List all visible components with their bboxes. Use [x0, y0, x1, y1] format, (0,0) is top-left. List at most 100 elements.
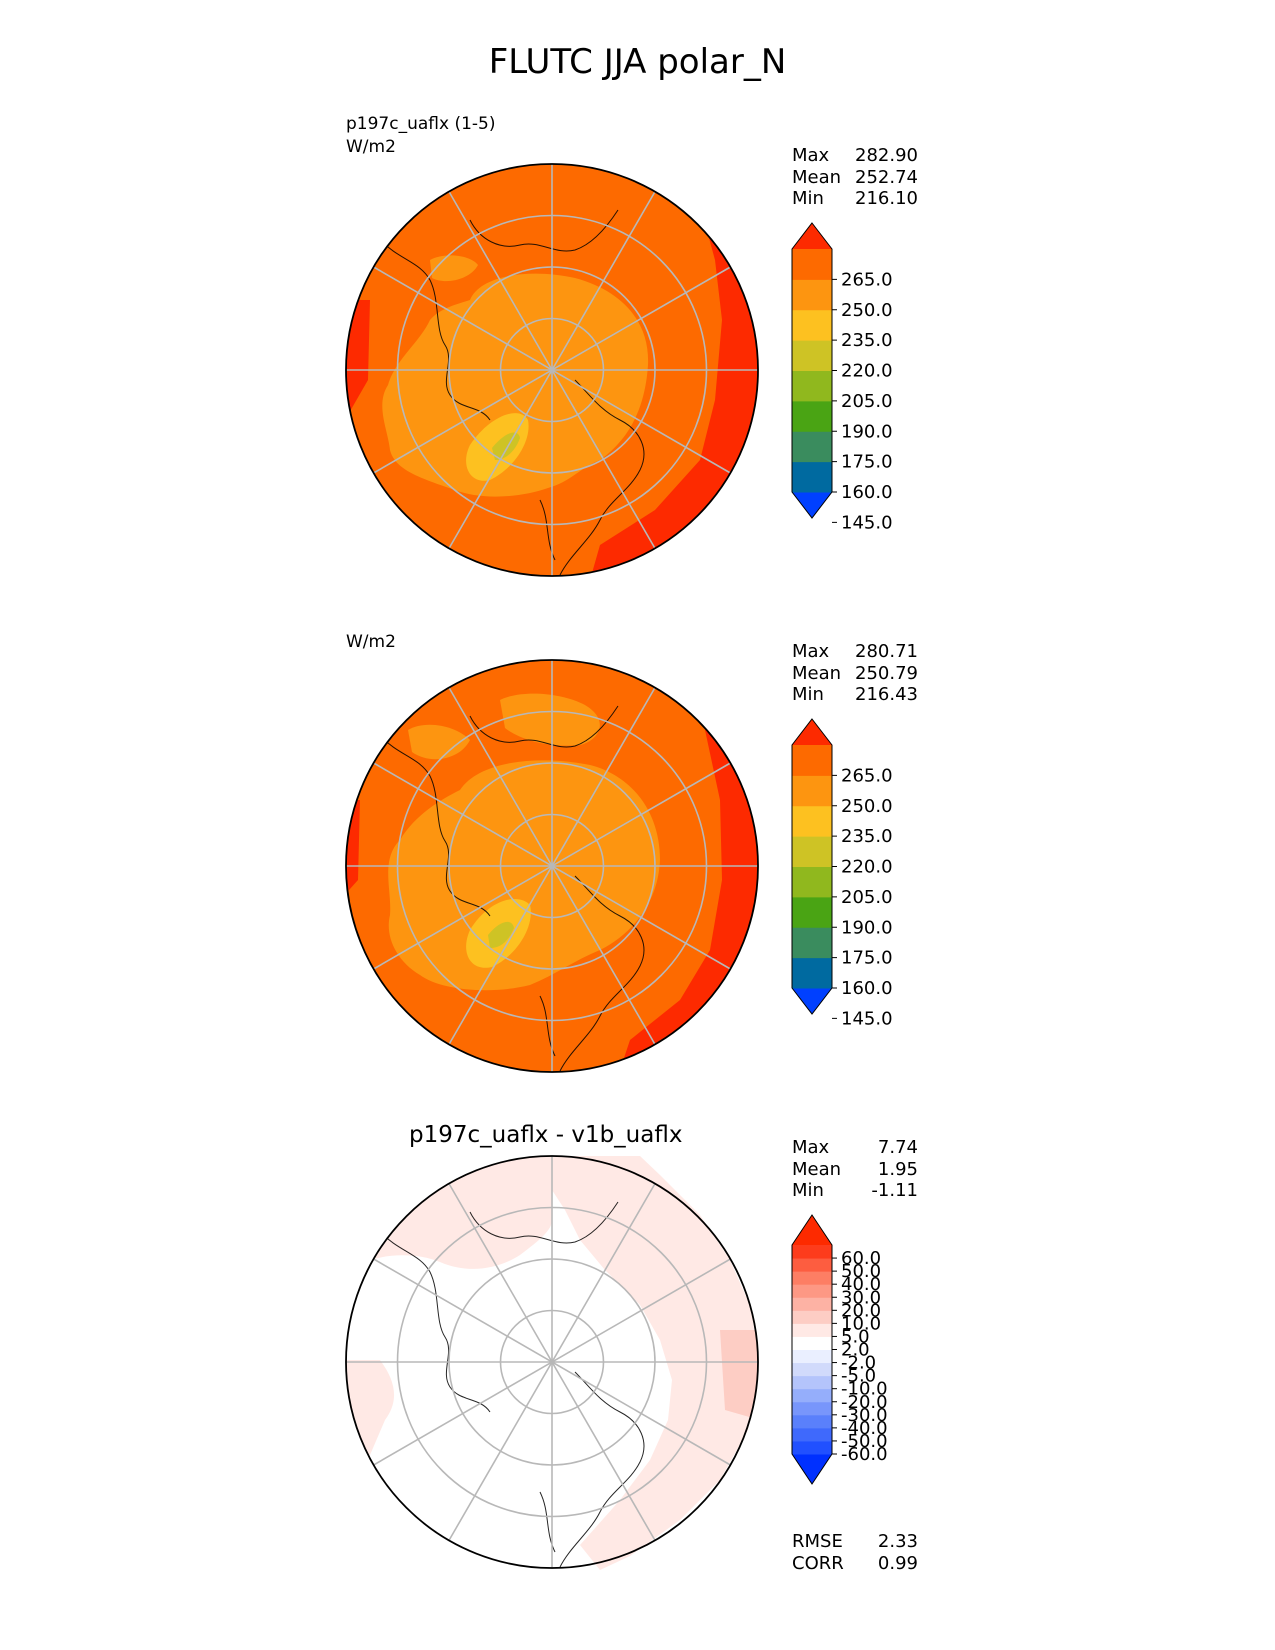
stat-value: 250.79: [855, 662, 918, 684]
panel-2-stats: Max 280.71 Mean 250.79 Min 216.43: [792, 641, 918, 706]
colorbar-tick-label: -5.0: [841, 1366, 876, 1387]
graticule: [346, 1156, 758, 1568]
metric-label: CORR: [792, 1552, 844, 1574]
colorbar-segment: [792, 249, 832, 280]
colorbar-tick-label: 190.0: [841, 917, 893, 938]
colorbar-tick-label: 265.0: [841, 765, 893, 786]
panel-1-label: p197c_uaflx (1-5): [346, 114, 496, 134]
colorbar-tick-label: -20.0: [841, 1392, 888, 1413]
colorbar-segment: [792, 1310, 832, 1324]
stat-label: Min: [792, 684, 824, 705]
field-mid-arctic: [382, 273, 649, 497]
colorbar-tick-label: 220.0: [841, 857, 893, 878]
meridian-line: [373, 266, 731, 474]
colorbar-tick-label: 20.0: [841, 1300, 881, 1321]
colorbar-segment: [792, 957, 832, 989]
colorbar-tick-label: 10.0: [841, 1313, 881, 1334]
colorbar-tick-label: 250.0: [841, 300, 893, 321]
graticule: [346, 660, 758, 1072]
stat-value: 216.43: [855, 684, 918, 705]
colorbar-segment: [792, 1245, 832, 1259]
colorbar-tick-label: -40.0: [841, 1418, 888, 1439]
field-positive-west: [346, 1360, 395, 1455]
colorbar-extend-high: [792, 719, 832, 745]
panel-1-stats: Max 282.90 Mean 252.74 Min 216.10: [792, 145, 918, 210]
colorbar-segment: [792, 1258, 832, 1272]
field-positive-east: [552, 1156, 758, 1570]
colorbar-tick-label: 205.0: [841, 391, 893, 412]
colorbar-tick-label: 30.0: [841, 1287, 881, 1308]
stat-value: 280.71: [855, 641, 918, 662]
colorbar-outline: [791, 1214, 833, 1485]
colorbar-extend-high: [792, 1215, 832, 1245]
map-boundary: [345, 163, 759, 577]
coastlines: [379, 1201, 645, 1568]
colorbar-segment: [792, 431, 832, 463]
colorbar-segment: [792, 836, 832, 867]
colorbar-segment: [792, 400, 832, 432]
colorbar-tick-label: 205.0: [841, 887, 893, 908]
graticule: [346, 164, 758, 576]
colorbar-segment: [792, 461, 832, 493]
colorbar-segment: [792, 1401, 832, 1416]
stat-value: 7.74: [877, 1137, 918, 1158]
colorbar-tick-label: -30.0: [841, 1405, 888, 1426]
polar-map-test: [345, 163, 759, 577]
colorbar-tick-label: -10.0: [841, 1379, 888, 1400]
map-boundary: [345, 659, 759, 1073]
colorbar-extend-low: [792, 988, 832, 1014]
stat-label: Mean: [792, 1158, 842, 1180]
stat-label: Mean: [792, 662, 842, 684]
panel-2-units: W/m2: [346, 632, 396, 652]
colorbar-difference: 60.050.040.030.020.010.05.02.0-2.0-5.0-1…: [791, 1214, 888, 1485]
metric-value: 0.99: [877, 1552, 918, 1574]
colorbar-segment: [792, 1414, 832, 1429]
stat-value: 216.10: [855, 188, 918, 209]
colorbar-segment: [792, 370, 832, 402]
colorbar-tick-label: 235.0: [841, 826, 893, 847]
stat-label: Max: [792, 145, 830, 166]
colorbar-tick-label: 60.0: [841, 1248, 881, 1269]
colorbar-segment: [792, 1271, 832, 1285]
field-mid-arctic: [388, 760, 660, 991]
meridian-line: [373, 762, 731, 970]
map-boundary: [345, 1155, 759, 1569]
colorbar-tick-label: 220.0: [841, 361, 893, 382]
meridian-line: [373, 1258, 731, 1466]
metric-value: 2.33: [877, 1531, 918, 1552]
field-mid-patch: [500, 693, 600, 746]
panel-3-metrics: RMSE 2.33 CORR 0.99: [792, 1531, 918, 1574]
field-greenland-core: [492, 432, 520, 460]
polar-map-difference: [345, 1155, 759, 1570]
panel-1-units: W/m2: [346, 137, 396, 157]
colorbar-tick-label: 145.0: [841, 512, 893, 533]
colorbar-tick-label: 175.0: [841, 452, 893, 473]
colorbar-outline: [791, 718, 833, 1015]
colorbar-segment: [792, 927, 832, 959]
colorbar-tick-label: 2.0: [841, 1340, 870, 1361]
stat-label: Max: [792, 1137, 830, 1158]
colorbar-tick-label: 265.0: [841, 269, 893, 290]
colorbar-test: 265.0 250.0 235.0 220.0 205.0 190.0 175.0 160.0…: [791, 222, 893, 533]
colorbar-segment: [792, 866, 832, 898]
colorbar-segment: [792, 1440, 832, 1455]
stat-value: 252.74: [855, 166, 918, 188]
stat-value: -1.11: [871, 1180, 918, 1201]
panel-3-stats: Max 7.74 Mean 1.95 Min -1.11: [792, 1137, 918, 1202]
metric-label: RMSE: [792, 1531, 843, 1552]
colorbar-segment: [792, 1349, 832, 1364]
colorbar-segment: [792, 1375, 832, 1390]
coastlines: [379, 209, 645, 576]
field-mid-patch: [408, 724, 470, 760]
colorbar-tick-label: -2.0: [841, 1353, 876, 1374]
colorbar-segment: [792, 896, 832, 928]
colorbar-segment: [792, 1297, 832, 1311]
colorbar-outline: [791, 222, 833, 519]
colorbar-tick-label: 50.0: [841, 1261, 881, 1282]
panel-3-label: p197c_uaflx - v1b_uaflx: [409, 1122, 683, 1148]
colorbar-segment: [792, 1323, 832, 1337]
colorbar-segment: [792, 1388, 832, 1403]
colorbar-segment: [792, 1284, 832, 1298]
colorbar-segment: [792, 279, 832, 311]
